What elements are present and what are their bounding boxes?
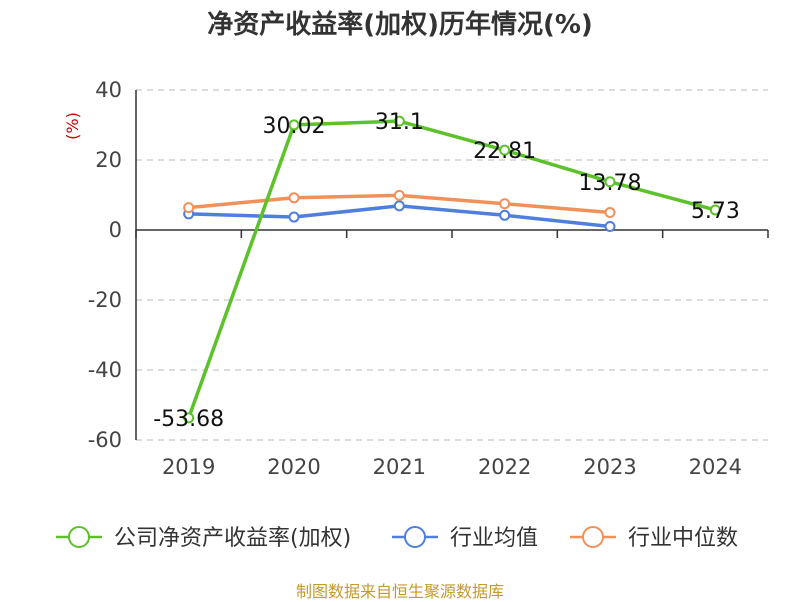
- y-axis-label: (%): [63, 112, 82, 140]
- label-layer: -53.68 30.02 31.1 22.81 13.78 5.73: [153, 110, 740, 432]
- data-point[interactable]: [183, 202, 195, 214]
- data-point[interactable]: [288, 192, 300, 204]
- axis-layer: 40 20 0 -20 -40 -60 (%) 2019 2020 2021 2022 2023 202…: [63, 78, 769, 479]
- y-tick-label: 0: [109, 218, 122, 242]
- legend-marker: [582, 526, 604, 548]
- y-tick-label: 20: [95, 148, 122, 172]
- data-point[interactable]: [604, 221, 616, 232]
- legend-item-1[interactable]: 行业均值: [392, 526, 538, 551]
- series-layer: [183, 115, 721, 424]
- data-point[interactable]: [393, 115, 405, 127]
- data-point[interactable]: [393, 189, 405, 201]
- data-label: -53.68: [153, 407, 224, 432]
- data-point[interactable]: [499, 198, 511, 210]
- x-tick-label: 2020: [267, 455, 320, 479]
- y-tick-label: -60: [88, 428, 122, 452]
- legend[interactable]: 公司净资产收益率(加权) 行业均值 行业中位数: [56, 526, 738, 551]
- legend-item-0[interactable]: 公司净资产收益率(加权): [56, 526, 351, 551]
- y-tick-label: 40: [95, 78, 122, 102]
- source-note: 制图数据来自恒生聚源数据库: [295, 582, 504, 601]
- legend-label: 行业中位数: [628, 526, 738, 551]
- x-tick-label: 2024: [689, 455, 742, 479]
- y-tick-label: -20: [88, 288, 122, 312]
- x-tick-label: 2023: [583, 455, 636, 479]
- data-point[interactable]: [604, 207, 616, 218]
- x-tick-label: 2019: [162, 455, 215, 479]
- series-line-0: [187, 119, 716, 419]
- legend-label: 行业均值: [450, 526, 538, 551]
- data-point[interactable]: [288, 119, 300, 131]
- data-point[interactable]: [604, 176, 616, 188]
- data-label: 5.73: [691, 199, 740, 224]
- grid-layer: [136, 89, 768, 441]
- legend-label: 公司净资产收益率(加权): [114, 526, 351, 551]
- data-point[interactable]: [288, 211, 300, 223]
- data-label: 22.81: [473, 139, 536, 164]
- data-point[interactable]: [499, 209, 511, 221]
- x-tick-label: 2022: [478, 455, 531, 479]
- legend-item-2[interactable]: 行业中位数: [570, 526, 738, 551]
- data-label: 13.78: [579, 171, 642, 196]
- data-label: 31.1: [375, 110, 424, 135]
- data-point[interactable]: [183, 412, 195, 424]
- data-point[interactable]: [499, 144, 511, 156]
- legend-marker: [68, 526, 90, 548]
- legend-marker: [404, 526, 426, 548]
- data-point[interactable]: [393, 200, 405, 212]
- x-tick-label: 2021: [373, 455, 426, 479]
- chart-title: 净资产收益率(加权)历年情况(%): [207, 10, 593, 40]
- data-label: 30.02: [263, 114, 326, 139]
- y-tick-label: -40: [88, 358, 122, 382]
- data-point[interactable]: [709, 204, 721, 216]
